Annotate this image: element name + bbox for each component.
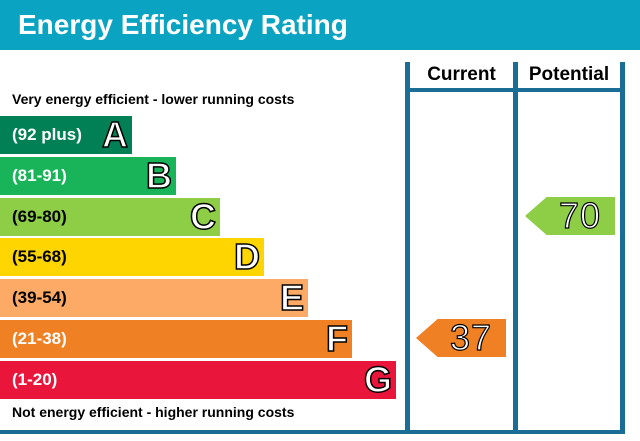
band-range-label: (1-20): [12, 370, 58, 389]
divider-current-right: [513, 62, 518, 432]
header-bar: Energy Efficiency Rating: [0, 0, 640, 50]
column-header-current: Current: [427, 64, 496, 85]
band-letter-label: F: [325, 317, 349, 360]
bottom-border: [0, 430, 625, 434]
band-letter-label: E: [279, 276, 305, 319]
band-f: (21-38) F: [0, 317, 352, 360]
band-b: (81-91) B: [0, 154, 176, 197]
band-range-label: (21-38): [12, 329, 67, 348]
band-range-label: (92 plus): [12, 125, 82, 144]
caption-efficient: Very energy efficient - lower running co…: [12, 91, 295, 107]
band-letter-label: D: [233, 235, 261, 278]
band-range-label: (69-80): [12, 207, 67, 226]
column-header-divider: [405, 88, 625, 92]
band-letter-label: C: [189, 195, 217, 238]
band-letter-label: A: [101, 113, 129, 156]
band-e: (39-54) E: [0, 276, 308, 319]
divider-current-left: [405, 62, 410, 432]
caption-inefficient: Not energy efficient - higher running co…: [12, 404, 295, 420]
divider-potential-right: [620, 62, 625, 432]
band-range-label: (55-68): [12, 247, 67, 266]
band-range-label: (81-91): [12, 166, 67, 185]
column-header-potential: Potential: [528, 64, 610, 85]
current-rating-value: 37: [449, 317, 492, 358]
band-a: (92 plus) A: [0, 113, 132, 156]
chart-title: Energy Efficiency Rating: [18, 9, 348, 40]
potential-rating-arrow: 70: [525, 197, 615, 235]
current-rating-arrow: 37: [416, 319, 506, 357]
potential-rating-value: 70: [558, 195, 601, 236]
band-g: (1-20) G: [0, 358, 396, 401]
band-range-label: (39-54): [12, 288, 67, 307]
band-d: (55-68) D: [0, 235, 264, 278]
band-letter-label: B: [145, 154, 173, 197]
band-letter-label: G: [363, 358, 393, 401]
band-c: (69-80) C: [0, 195, 220, 238]
